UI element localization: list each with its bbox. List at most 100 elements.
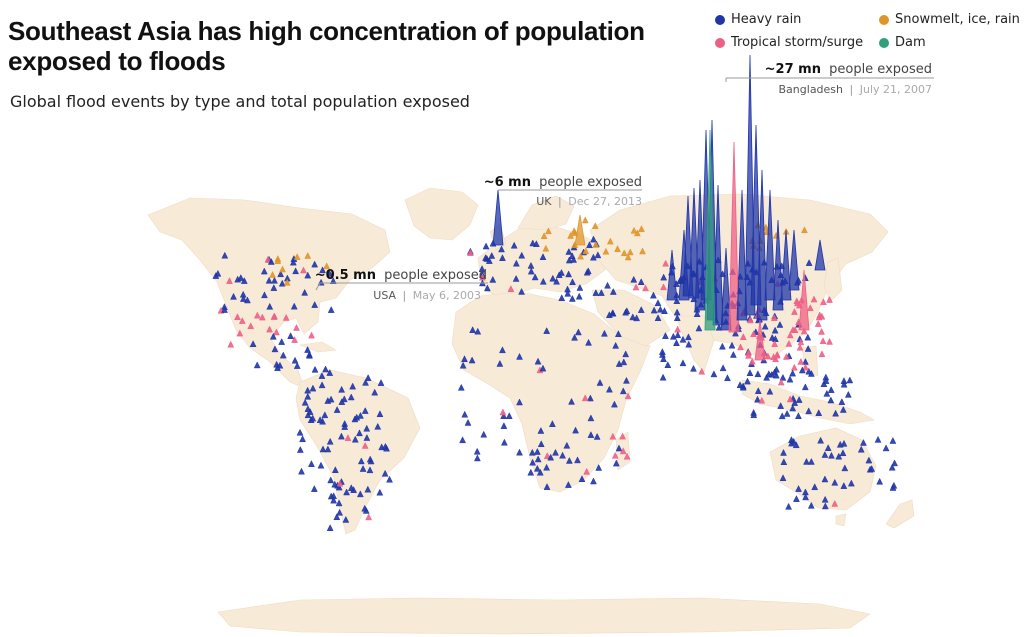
flood-marker-306 — [583, 467, 591, 475]
flood-marker-359 — [796, 343, 804, 351]
flood-marker-48 — [291, 336, 298, 343]
flood-marker-14 — [221, 306, 228, 313]
flood-marker-128 — [338, 398, 346, 405]
flood-marker-220 — [577, 252, 585, 260]
flood-marker-276 — [534, 455, 542, 463]
flood-marker-290 — [474, 327, 482, 335]
flood-marker-165 — [489, 275, 497, 283]
flood-marker-532 — [860, 438, 867, 446]
flood-marker-585 — [801, 226, 808, 234]
flood-marker-151 — [342, 515, 350, 523]
flood-marker-129 — [319, 445, 327, 453]
flood-marker-175 — [568, 294, 576, 302]
flood-marker-562 — [821, 475, 829, 483]
flood-marker-88 — [321, 411, 329, 419]
flood-marker-452 — [805, 259, 813, 266]
flood-marker-51 — [253, 311, 261, 319]
flood-marker-408 — [719, 342, 726, 350]
flood-marker-302 — [533, 447, 541, 455]
flood-marker-76 — [326, 369, 334, 376]
flood-marker-44 — [282, 313, 290, 321]
callout-suffix-usa: people exposed — [384, 268, 487, 283]
flood-spike-16 — [798, 269, 810, 331]
callout-uk: ~6 mn people exposed UK | Dec 27, 2013 — [484, 175, 642, 208]
flood-marker-226 — [638, 225, 645, 232]
flood-marker-489 — [786, 375, 794, 383]
flood-marker-334 — [761, 322, 769, 330]
flood-marker-12 — [277, 270, 285, 278]
flood-marker-210 — [512, 259, 520, 267]
flood-marker-11 — [329, 277, 337, 284]
flood-marker-337 — [664, 361, 672, 368]
flood-marker-195 — [594, 251, 602, 259]
flood-marker-49 — [258, 313, 266, 321]
flood-marker-575 — [293, 253, 301, 260]
flood-marker-576 — [279, 265, 286, 273]
flood-spike-15 — [788, 229, 800, 291]
flood-marker-144 — [333, 513, 341, 521]
flood-marker-317 — [650, 291, 657, 299]
flood-marker-479 — [791, 308, 798, 315]
flood-marker-174 — [555, 271, 563, 278]
flood-marker-588 — [762, 223, 770, 231]
flood-marker-21 — [271, 276, 278, 284]
flood-marker-297 — [564, 481, 572, 488]
japan — [823, 257, 843, 303]
flood-marker-505 — [786, 395, 794, 403]
flood-marker-535 — [835, 452, 843, 460]
chart-title: Southeast Asia has high concentration of… — [8, 16, 645, 76]
flood-marker-480 — [789, 326, 797, 333]
flood-marker-504 — [832, 409, 840, 417]
flood-marker-248 — [537, 426, 545, 434]
flood-marker-224 — [545, 227, 552, 235]
flood-marker-189 — [569, 278, 576, 286]
australia — [769, 427, 877, 511]
caribbean — [298, 341, 337, 353]
flood-marker-42 — [247, 322, 255, 330]
flood-marker-573 — [874, 435, 882, 443]
flood-marker-20 — [326, 269, 334, 277]
flood-marker-200 — [527, 267, 535, 275]
flood-marker-577 — [304, 251, 312, 259]
flood-marker-515 — [795, 412, 802, 420]
flood-marker-155 — [366, 466, 374, 474]
flood-marker-356 — [804, 333, 812, 341]
flood-marker-6 — [278, 279, 286, 287]
flood-marker-282 — [574, 328, 582, 336]
flood-marker-348 — [776, 320, 784, 328]
flood-marker-77 — [363, 424, 371, 432]
flood-spike-22 — [814, 239, 826, 271]
flood-marker-215 — [591, 222, 599, 229]
flood-marker-518 — [750, 411, 758, 419]
flood-marker-512 — [754, 387, 762, 394]
flood-marker-188 — [549, 274, 557, 282]
flood-spike-10 — [750, 124, 762, 306]
flood-marker-119 — [318, 381, 326, 389]
flood-marker-482 — [745, 351, 752, 359]
flood-marker-101 — [318, 372, 326, 379]
africa — [451, 291, 651, 493]
flood-marker-528 — [807, 369, 815, 377]
flood-marker-360 — [685, 333, 692, 341]
flood-marker-52 — [266, 325, 273, 333]
flood-marker-265 — [606, 385, 613, 393]
flood-marker-147 — [330, 496, 338, 504]
flood-marker-403 — [656, 305, 664, 313]
flood-marker-536 — [821, 495, 829, 503]
flood-marker-494 — [823, 389, 831, 397]
flood-marker-500 — [846, 376, 854, 384]
flood-marker-327 — [609, 287, 617, 295]
flood-marker-467 — [750, 330, 757, 338]
flood-marker-193 — [558, 294, 566, 301]
flood-marker-368 — [679, 359, 687, 367]
flood-marker-258 — [499, 346, 506, 354]
flood-marker-523 — [805, 407, 813, 415]
flood-marker-229 — [614, 245, 621, 252]
flood-marker-287 — [529, 458, 537, 466]
flood-marker-291 — [587, 431, 595, 438]
flood-marker-501 — [783, 409, 791, 417]
flood-marker-233 — [606, 237, 614, 245]
flood-marker-133 — [362, 378, 369, 386]
flood-marker-538 — [831, 499, 839, 507]
flood-marker-546 — [831, 478, 839, 486]
